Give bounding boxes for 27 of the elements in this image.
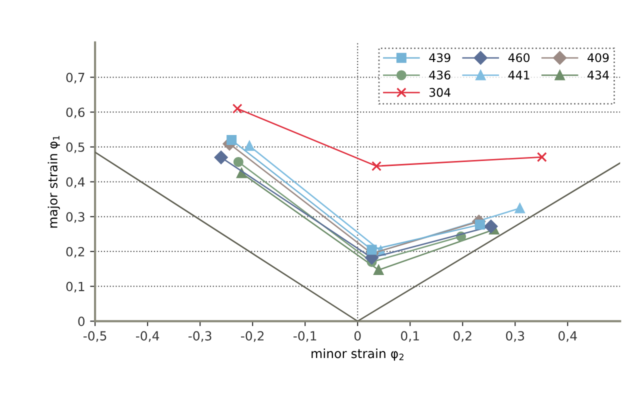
x-tick-label: 0,4	[558, 331, 577, 342]
x-tick-label: -0,3	[188, 331, 212, 342]
x-tick-label: 0,1	[400, 331, 419, 342]
y-tick-label: 0,2	[66, 246, 84, 258]
y-tick-label: 0,4	[66, 177, 85, 188]
y-tick-label: 0,6	[66, 108, 85, 118]
x-tick-label: -0,2	[241, 331, 264, 342]
x-tick-label: -0,1	[294, 331, 316, 342]
y-tick-label: 0,5	[66, 142, 84, 154]
legend-label: 441	[508, 70, 530, 80]
legend-label: 409	[588, 53, 609, 62]
x-tick-label: 0	[354, 331, 361, 341]
y-tick-label: 0,1	[66, 282, 84, 293]
legend-label: 304	[429, 88, 450, 97]
y-axis-title: major strain φ$_{1}$	[48, 136, 60, 228]
legend-label: 434	[588, 70, 609, 80]
x-tick-label: -0,4	[136, 331, 160, 342]
x-axis-title: minor strain φ$_{2}$	[312, 348, 404, 361]
y-tick-label: 0,3	[66, 212, 84, 223]
legend-label: 460	[508, 53, 530, 62]
legend-label: 439	[429, 53, 450, 62]
x-tick-label: 0,2	[454, 331, 472, 342]
y-tick-label: 0	[78, 316, 85, 326]
x-tick-label: 0,3	[506, 331, 524, 342]
x-tick-label: -0,5	[83, 331, 106, 342]
legend-label: 436	[429, 70, 450, 80]
y-tick-label: 0,7	[66, 72, 84, 84]
